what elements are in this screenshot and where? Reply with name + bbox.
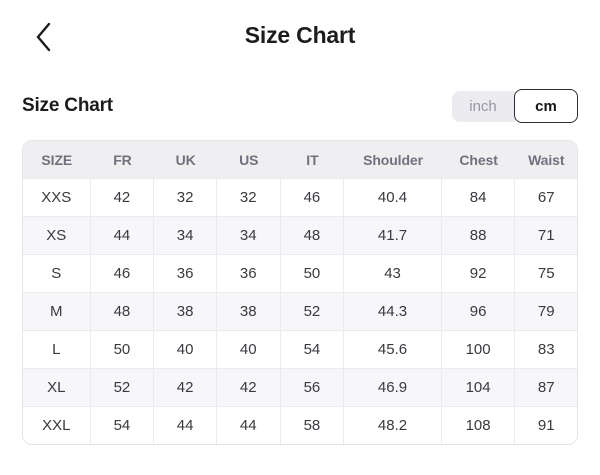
unit-toggle: inch cm — [452, 89, 578, 123]
table-cell: 34 — [216, 216, 281, 254]
table-cell: 71 — [515, 216, 577, 254]
table-cell: 108 — [441, 406, 516, 444]
table-cell: 32 — [216, 178, 281, 216]
table-body: XXS 42 32 32 46 40.4 84 67 XS 44 34 34 48 41.7 88 71 S 46… — [23, 178, 577, 444]
table-cell: 48 — [280, 216, 345, 254]
table-cell: 43 — [344, 254, 442, 292]
size-chart-table-container: SIZE FR UK US IT Shoulder Chest Waist XXS 42 32 32… — [22, 140, 578, 445]
table-cell: XS — [23, 216, 91, 254]
table-cell: 42 — [90, 178, 155, 216]
table-cell: XXS — [23, 178, 91, 216]
table-cell: 50 — [90, 330, 155, 368]
table-cell: S — [23, 254, 91, 292]
back-button[interactable] — [26, 16, 60, 58]
table-cell: 75 — [515, 254, 577, 292]
table-cell: 40.4 — [344, 178, 442, 216]
section-row: Size Chart inch cm — [22, 88, 578, 124]
section-title: Size Chart — [22, 95, 113, 116]
table-cell: 52 — [90, 368, 155, 406]
table-cell: 44 — [90, 216, 155, 254]
table-row: L 50 40 40 54 45.6 100 83 — [23, 330, 577, 368]
table-cell: L — [23, 330, 91, 368]
table-cell: 44 — [154, 406, 217, 444]
table-row: XS 44 34 34 48 41.7 88 71 — [23, 216, 577, 254]
column-header: Shoulder — [344, 141, 442, 178]
table-cell: 79 — [515, 292, 577, 330]
table-cell: 42 — [216, 368, 281, 406]
table-cell: 92 — [441, 254, 516, 292]
table-cell: 54 — [280, 330, 345, 368]
unit-inch-button[interactable]: inch — [452, 90, 520, 122]
table-cell: 91 — [515, 406, 577, 444]
table-cell: 58 — [280, 406, 345, 444]
table-cell: 45.6 — [344, 330, 442, 368]
table-row: XL 52 42 42 56 46.9 104 87 — [23, 368, 577, 406]
table-cell: M — [23, 292, 91, 330]
table-cell: 104 — [441, 368, 516, 406]
table-cell: 44.3 — [344, 292, 442, 330]
table-cell: 46.9 — [344, 368, 442, 406]
table-row: XXL 54 44 44 58 48.2 108 91 — [23, 406, 577, 444]
table-row: XXS 42 32 32 46 40.4 84 67 — [23, 178, 577, 216]
table-cell: 40 — [154, 330, 217, 368]
table-cell: 32 — [154, 178, 217, 216]
column-header: IT — [280, 141, 345, 178]
table-cell: 36 — [154, 254, 217, 292]
table-cell: 83 — [515, 330, 577, 368]
table-cell: 56 — [280, 368, 345, 406]
table-cell: 96 — [441, 292, 516, 330]
table-cell: 48.2 — [344, 406, 442, 444]
page-title: Size Chart — [244, 22, 356, 48]
table-cell: XL — [23, 368, 91, 406]
table-cell: 36 — [216, 254, 281, 292]
table-cell: 38 — [154, 292, 217, 330]
table-row: S 46 36 36 50 43 92 75 — [23, 254, 577, 292]
unit-cm-button[interactable]: cm — [514, 89, 578, 123]
table-cell: 40 — [216, 330, 281, 368]
table-cell: 42 — [154, 368, 217, 406]
column-header: FR — [90, 141, 155, 178]
table-cell: 44 — [216, 406, 281, 444]
table-cell: 84 — [441, 178, 516, 216]
table-cell: 38 — [216, 292, 281, 330]
chevron-left-icon — [36, 22, 51, 52]
column-header: SIZE — [23, 141, 91, 178]
column-header: Waist — [515, 141, 577, 178]
table-cell: 41.7 — [344, 216, 442, 254]
table-cell: 52 — [280, 292, 345, 330]
table-cell: 67 — [515, 178, 577, 216]
table-cell: 88 — [441, 216, 516, 254]
table-header-row: SIZE FR UK US IT Shoulder Chest Waist — [23, 141, 577, 178]
size-chart-table: SIZE FR UK US IT Shoulder Chest Waist XXS 42 32 32… — [23, 141, 577, 444]
column-header: US — [216, 141, 281, 178]
table-cell: 50 — [280, 254, 345, 292]
table-cell: 100 — [441, 330, 516, 368]
table-cell: 46 — [280, 178, 345, 216]
table-row: M 48 38 38 52 44.3 96 79 — [23, 292, 577, 330]
app-header: Size Chart — [0, 0, 600, 74]
table-cell: 54 — [90, 406, 155, 444]
table-cell: 46 — [90, 254, 155, 292]
table-cell: 48 — [90, 292, 155, 330]
column-header: UK — [154, 141, 217, 178]
table-cell: 34 — [154, 216, 217, 254]
column-header: Chest — [441, 141, 516, 178]
table-cell: 87 — [515, 368, 577, 406]
table-cell: XXL — [23, 406, 91, 444]
